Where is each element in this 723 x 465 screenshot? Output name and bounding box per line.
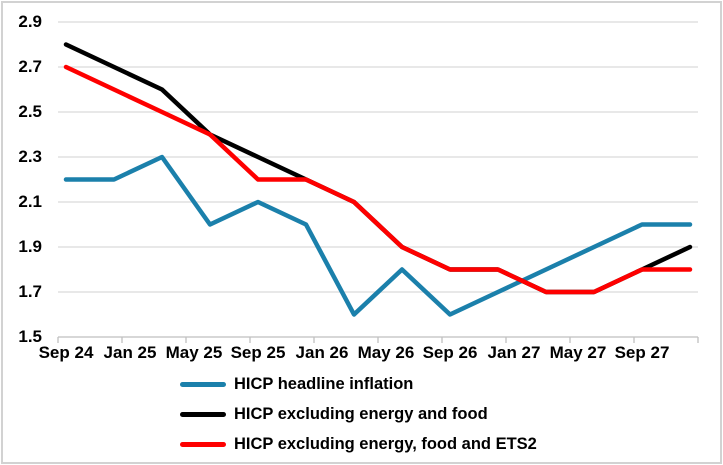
legend-line-swatch [180, 441, 226, 447]
x-axis-label: Sep 26 [422, 343, 478, 362]
legend-label: HICP headline inflation [234, 374, 414, 393]
y-axis-label: 1.5 [18, 327, 42, 346]
x-axis-label: Sep 25 [230, 343, 286, 362]
y-axis-label: 2.5 [18, 102, 42, 121]
x-axis-label: May 27 [549, 343, 607, 362]
y-axis-label: 1.9 [18, 237, 42, 256]
x-axis-label: Sep 24 [38, 343, 94, 362]
legend-label: HICP excluding energy and food [234, 404, 488, 423]
y-axis-label: 2.1 [18, 192, 42, 211]
y-axis-label: 2.9 [18, 12, 42, 31]
legend-line-swatch [180, 411, 226, 417]
x-axis-label: Jan 27 [487, 343, 541, 362]
legend-label: HICP excluding energy, food and ETS2 [234, 434, 537, 453]
y-axis-label: 2.3 [18, 147, 42, 166]
x-axis-label: Jan 25 [103, 343, 157, 362]
legend-item-hicp-headline-inflation: HICP headline inflation [180, 369, 537, 399]
x-axis-label: Sep 27 [614, 343, 670, 362]
x-axis-label: Jan 26 [295, 343, 349, 362]
y-axis-label: 1.7 [18, 282, 42, 301]
series-line-hicp-headline-inflation [63, 154, 693, 317]
x-axis-label: May 25 [165, 343, 223, 362]
x-axis-label: May 26 [357, 343, 415, 362]
legend-item-hicp-excluding-energy-and-food: HICP excluding energy and food [180, 399, 537, 429]
series-line-hicp-excluding-energy-and-food [63, 42, 693, 295]
legend: HICP headline inflation HICP excluding en… [180, 369, 537, 459]
y-axis-label: 2.7 [18, 57, 42, 76]
legend-item-hicp-excluding-energy-food-and-ets2: HICP excluding energy, food and ETS2 [180, 429, 537, 459]
series-line-hicp-excluding-energy-food-and-ets2 [63, 64, 693, 295]
legend-line-swatch [180, 381, 226, 387]
